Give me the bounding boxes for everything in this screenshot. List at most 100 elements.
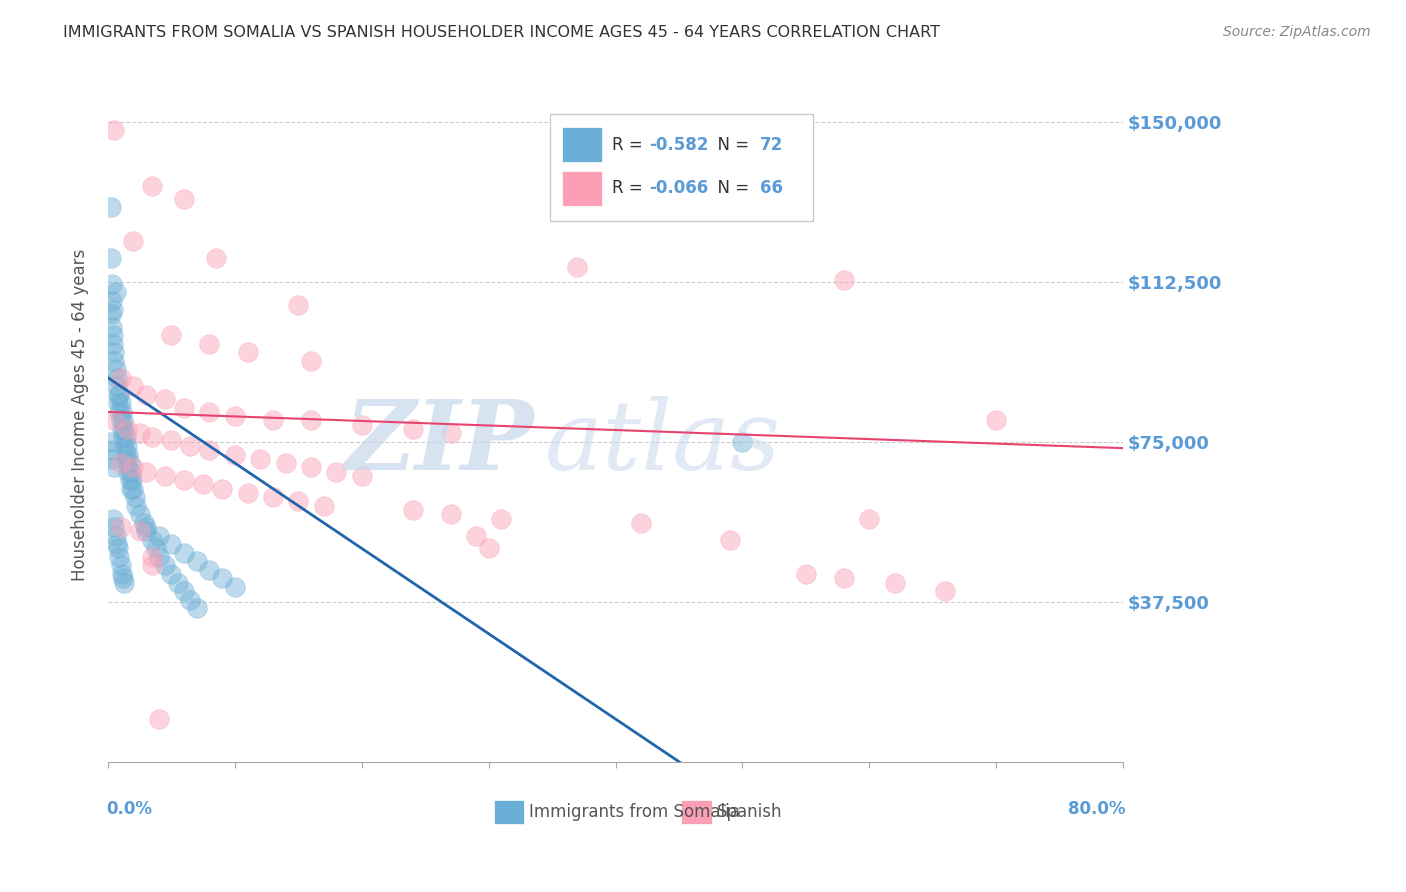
Point (125, 499, 148, 513)
Point (465, 528, 488, 542)
Point (262, 490, 284, 504)
Point (325, 465, 347, 479)
Point (160, 537, 183, 551)
Point (103, 413, 125, 427)
Point (731, 434, 754, 449)
Text: 0.0%: 0.0% (105, 800, 152, 818)
Point (153, 392, 176, 406)
Point (135, 524, 157, 539)
Point (224, 409, 246, 424)
Point (108, 388, 131, 402)
Point (118, 456, 141, 470)
Point (115, 456, 138, 470)
Point (110, 371, 132, 385)
Point (145, 541, 167, 556)
Point (128, 524, 150, 539)
FancyBboxPatch shape (562, 171, 602, 206)
Point (103, 520, 125, 534)
Text: -0.066: -0.066 (650, 179, 709, 197)
Point (986, 413, 1008, 427)
Point (111, 566, 134, 581)
Point (110, 456, 132, 470)
Point (110, 396, 132, 410)
Point (883, 575, 905, 590)
Point (262, 413, 284, 427)
Point (274, 456, 297, 470)
Text: ZIP: ZIP (344, 396, 534, 490)
Point (111, 422, 134, 436)
Text: Immigrants from Somalia: Immigrants from Somalia (529, 804, 740, 822)
Text: N =: N = (707, 136, 754, 153)
Y-axis label: Householder Income Ages 45 - 64 years: Householder Income Ages 45 - 64 years (72, 249, 89, 582)
Point (718, 533, 741, 547)
Point (287, 298, 309, 312)
Point (173, 473, 195, 487)
Point (101, 319, 124, 334)
Point (141, 549, 163, 564)
Point (312, 499, 335, 513)
Point (858, 511, 880, 525)
Point (141, 558, 163, 573)
Point (114, 422, 136, 436)
Point (153, 558, 176, 573)
Point (115, 422, 138, 436)
Point (141, 430, 163, 444)
Point (141, 533, 163, 547)
Point (110, 558, 132, 573)
Point (103, 353, 125, 368)
Point (236, 345, 259, 359)
Point (117, 465, 139, 479)
Point (478, 541, 501, 556)
Point (160, 328, 183, 343)
Point (794, 566, 817, 581)
Point (173, 546, 195, 560)
Point (135, 465, 157, 479)
Point (191, 477, 214, 491)
Text: IMMIGRANTS FROM SOMALIA VS SPANISH HOUSEHOLDER INCOME AGES 45 - 64 YEARS CORRELA: IMMIGRANTS FROM SOMALIA VS SPANISH HOUSE… (63, 25, 941, 40)
Point (224, 580, 246, 594)
Point (105, 537, 128, 551)
Point (148, 549, 170, 564)
Point (122, 379, 145, 393)
Point (100, 307, 122, 321)
Point (198, 336, 221, 351)
Point (179, 592, 201, 607)
Point (299, 460, 322, 475)
Point (299, 353, 322, 368)
Point (112, 413, 135, 427)
Point (115, 439, 138, 453)
Point (100, 252, 122, 266)
Point (401, 503, 423, 517)
Point (934, 584, 956, 599)
Point (832, 571, 855, 585)
Text: Source: ZipAtlas.com: Source: ZipAtlas.com (1223, 25, 1371, 39)
Point (128, 426, 150, 441)
Point (299, 413, 322, 427)
Point (101, 302, 124, 317)
Point (211, 482, 233, 496)
Point (108, 549, 131, 564)
Point (101, 451, 124, 466)
Point (101, 293, 124, 308)
Point (186, 601, 208, 615)
Text: Spanish: Spanish (717, 804, 783, 822)
FancyBboxPatch shape (494, 800, 524, 824)
Point (401, 422, 423, 436)
Point (108, 405, 131, 419)
Point (114, 439, 136, 453)
Point (110, 520, 132, 534)
Point (205, 252, 228, 266)
Point (211, 571, 233, 585)
Point (160, 433, 183, 447)
Point (128, 508, 150, 522)
Point (114, 575, 136, 590)
Point (103, 123, 125, 137)
Text: R =: R = (613, 179, 648, 197)
Point (107, 388, 129, 402)
Point (111, 405, 134, 419)
Point (350, 468, 373, 483)
Point (173, 192, 195, 206)
Point (439, 508, 461, 522)
Point (124, 490, 146, 504)
Point (104, 362, 127, 376)
